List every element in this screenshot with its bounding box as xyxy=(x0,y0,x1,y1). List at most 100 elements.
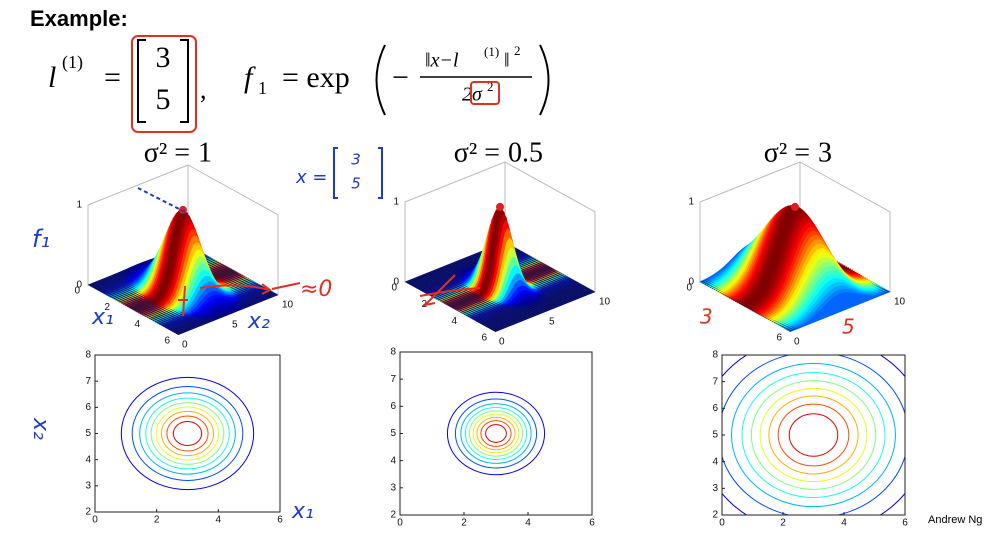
contour-line xyxy=(166,415,209,452)
contour-line xyxy=(120,376,255,491)
x1-tick-label: 0 xyxy=(391,283,397,294)
numerator-sup: (1) xyxy=(484,44,499,59)
annotation: x = xyxy=(295,167,327,188)
y-tick-label: 6 xyxy=(390,401,396,412)
formula-f-sub: 1 xyxy=(258,78,267,98)
contour-line xyxy=(464,406,528,461)
x-tick-label: 4 xyxy=(525,518,531,529)
vector-bracket xyxy=(137,39,189,123)
contours xyxy=(446,391,546,476)
peak-marker xyxy=(791,202,799,211)
contour-line xyxy=(454,398,538,469)
y-tick-label: 5 xyxy=(85,428,91,439)
x2-tick-label: 0 xyxy=(794,336,800,347)
surface-slice xyxy=(174,292,275,334)
x1-tick-label: 4 xyxy=(451,316,457,327)
contour-line xyxy=(759,387,868,483)
surface-slice xyxy=(789,291,891,333)
numerator: ‖x−l xyxy=(425,50,459,72)
y-tick-label: 5 xyxy=(712,430,718,441)
sigma-value: 1 xyxy=(198,137,212,168)
annotation-bracket xyxy=(333,147,383,199)
y-tick-label: 6 xyxy=(85,402,91,413)
plot-frame xyxy=(94,354,281,513)
x1-tick-label: 2 xyxy=(104,302,110,313)
y-tick-label: 3 xyxy=(390,482,396,493)
contour-line xyxy=(172,420,203,447)
vector-entry: 5 xyxy=(156,83,171,116)
annotation: 3 xyxy=(700,305,713,329)
contour-line xyxy=(160,410,215,457)
formula-l-sup: (1) xyxy=(62,52,83,73)
surface-slice xyxy=(493,290,594,332)
z-tick-label: 1 xyxy=(393,197,399,208)
x-tick-label: 0 xyxy=(397,518,403,529)
contour-line xyxy=(460,403,532,464)
x2-tick-label: 10 xyxy=(282,299,294,310)
x2-tick-label: 5 xyxy=(549,316,555,327)
contour-line xyxy=(485,424,507,443)
annotation: 3 xyxy=(351,151,361,169)
y-tick-label: 2 xyxy=(85,507,91,518)
denominator-sup: 2 xyxy=(487,79,494,94)
z-tick-label: 0 xyxy=(76,280,82,291)
surface-slice xyxy=(177,294,279,336)
x-tick-label: 2 xyxy=(780,518,786,529)
x-tick-label: 0 xyxy=(92,515,98,526)
annotation: 5 xyxy=(842,315,855,339)
annotation-line xyxy=(137,187,186,213)
sigma-label: σ² = xyxy=(144,137,190,168)
formula-f: f xyxy=(244,61,256,94)
contour-line xyxy=(139,392,236,475)
y-tick-label: 7 xyxy=(85,376,91,387)
sigma-value: 0.5 xyxy=(508,137,543,168)
footer: Andrew Ng xyxy=(928,514,982,526)
contour-line xyxy=(476,416,516,451)
surface-slice xyxy=(481,284,582,325)
y-tick-label: 7 xyxy=(390,374,396,385)
surface-slice xyxy=(485,286,586,327)
z-tick-label: 1 xyxy=(76,200,82,211)
contour-line xyxy=(145,397,230,470)
surface-slice xyxy=(478,282,579,323)
x-tick-label: 2 xyxy=(461,518,467,529)
y-tick-label: 2 xyxy=(390,510,396,521)
title: Example: xyxy=(30,6,128,31)
contour-line xyxy=(472,413,520,454)
surface-slice xyxy=(479,283,581,324)
plot-frame xyxy=(399,351,593,516)
z-tick-label: 0 xyxy=(393,277,399,288)
y-tick-label: 8 xyxy=(712,350,718,361)
surface-slice xyxy=(489,288,590,329)
contour-line xyxy=(150,402,225,465)
x2-tick-label: 10 xyxy=(599,296,611,307)
y-tick-label: 2 xyxy=(712,510,718,521)
y-tick-label: 4 xyxy=(390,455,396,466)
contour-line xyxy=(750,380,877,490)
surface-slice xyxy=(175,293,277,335)
numerator-end: ‖ xyxy=(504,50,510,72)
x1-tick-label: 6 xyxy=(164,335,170,346)
contour-line xyxy=(131,386,244,481)
z-tick-label: 1 xyxy=(688,197,694,208)
contour-line xyxy=(768,395,859,475)
x1-tick-label: 6 xyxy=(776,332,782,343)
contours xyxy=(120,376,255,491)
highlight-box xyxy=(131,35,197,133)
y-tick-label: 6 xyxy=(712,403,718,414)
x2-tick-label: 10 xyxy=(894,296,906,307)
peak-marker xyxy=(496,202,504,211)
annotation: x₁ xyxy=(291,499,314,524)
annotations: x = 3 5 f₁ x₁ x₂ ≈0 x₂ x₁ 3 5 xyxy=(28,147,855,524)
x-tick-label: 6 xyxy=(589,518,595,529)
z-tick-label: 0 xyxy=(688,277,694,288)
x-tick-label: 4 xyxy=(216,515,222,526)
annotation: x₁ xyxy=(91,305,114,330)
contour-line xyxy=(777,403,850,467)
contour-line xyxy=(722,355,905,515)
y-tick-label: 3 xyxy=(712,483,718,494)
vector-entry: 3 xyxy=(156,41,171,74)
formula-eq: = xyxy=(104,61,121,94)
